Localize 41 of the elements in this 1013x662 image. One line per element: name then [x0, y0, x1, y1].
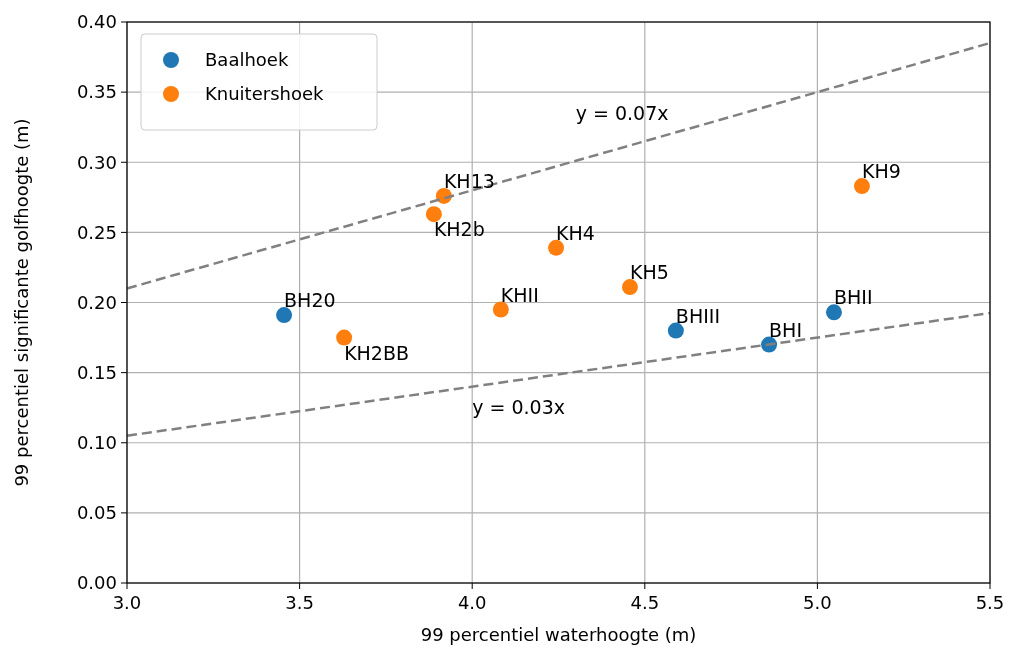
annotation: KH5 [629, 261, 669, 284]
legend-label: Baalhoek [205, 49, 289, 71]
point [336, 329, 353, 346]
y-tick-label: 0.05 [76, 502, 117, 524]
x-tick-label: 5.5 [975, 592, 1005, 613]
y-tick-label: 0.25 [76, 221, 117, 243]
annotation: BHI [769, 318, 803, 341]
annotation: KH2BB [344, 341, 410, 364]
y-tick-label: 0.20 [76, 291, 117, 313]
point [853, 178, 870, 195]
point [276, 307, 293, 324]
x-tick-label: 3.5 [285, 592, 314, 613]
annotation: KHII [500, 283, 539, 306]
y-axis-title: 99 percentiel significante golfhoogte (m) [11, 118, 32, 487]
x-tick-label: 3.0 [112, 592, 142, 613]
annotation: y = 0.03x [472, 395, 565, 418]
point [825, 304, 842, 321]
y-tick-label: 0.40 [76, 11, 117, 33]
x-tick-label: 4.0 [457, 592, 487, 613]
y-tick-label: 0.35 [76, 81, 117, 103]
annotation: KH4 [556, 221, 595, 244]
annotation: BHII [833, 286, 873, 309]
point [492, 301, 509, 318]
annotation: BH20 [284, 289, 336, 312]
x-tick-label: 4.5 [630, 592, 660, 613]
point [667, 322, 684, 339]
legend-label: Knuitershoek [205, 83, 325, 105]
y-tick-label: 0.15 [76, 361, 117, 383]
annotation: y = 0.07x [575, 101, 669, 124]
y-tick-label: 0.10 [76, 432, 117, 454]
point [425, 206, 442, 223]
y-tick-label: 0.30 [76, 151, 117, 173]
annotation: KH9 [861, 160, 901, 183]
annotation: BHIII [675, 304, 721, 327]
annotation: KH2b [433, 218, 485, 241]
y-tick-label: 0.00 [76, 572, 117, 594]
point [548, 239, 565, 256]
x-tick-label: 5.0 [803, 592, 832, 613]
x-axis-title: 99 percentiel waterhoogte (m) [420, 624, 697, 645]
point [621, 279, 638, 296]
annotation: KH13 [443, 169, 495, 192]
